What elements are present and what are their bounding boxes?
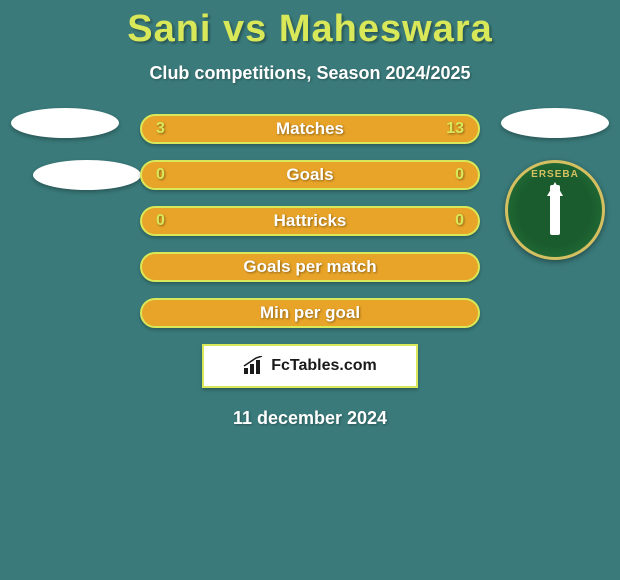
stat-bar-hattricks: 0 Hattricks 0	[140, 206, 480, 236]
crest-text: ERSEBA	[508, 169, 602, 180]
stat-label: Goals per match	[243, 257, 376, 277]
brand-text: FcTables.com	[271, 357, 377, 375]
stats-bars: 3 Matches 13 0 Goals 0 0 Hattricks 0 Goa…	[140, 114, 480, 328]
stat-label: Hattricks	[274, 211, 347, 231]
stat-bar-matches: 3 Matches 13	[140, 114, 480, 144]
stat-right-value: 13	[446, 120, 464, 138]
stat-label: Min per goal	[260, 303, 360, 323]
stat-bar-goals-per-match: Goals per match	[140, 252, 480, 282]
brand-box[interactable]: FcTables.com	[202, 344, 418, 388]
stat-left-value: 0	[156, 212, 165, 230]
bar-chart-icon	[243, 356, 265, 376]
stat-label: Goals	[286, 165, 333, 185]
left-badge-2	[33, 160, 141, 190]
right-badges: ERSEBA	[495, 108, 615, 260]
stat-right-value: 0	[455, 166, 464, 184]
stat-left-value: 0	[156, 166, 165, 184]
right-badge-1	[501, 108, 609, 138]
page-subtitle: Club competitions, Season 2024/2025	[0, 63, 620, 84]
club-crest: ERSEBA	[505, 160, 605, 260]
left-badges	[5, 108, 125, 212]
left-badge-1	[11, 108, 119, 138]
stat-left-value: 3	[156, 120, 165, 138]
comparison-area: ERSEBA 3 Matches 13 0 Goals 0 0 Hattrick…	[0, 114, 620, 429]
stat-label: Matches	[276, 119, 344, 139]
stat-right-value: 0	[455, 212, 464, 230]
stat-bar-goals: 0 Goals 0	[140, 160, 480, 190]
page-title: Sani vs Maheswara	[0, 0, 620, 51]
stat-bar-min-per-goal: Min per goal	[140, 298, 480, 328]
date-text: 11 december 2024	[0, 408, 620, 429]
